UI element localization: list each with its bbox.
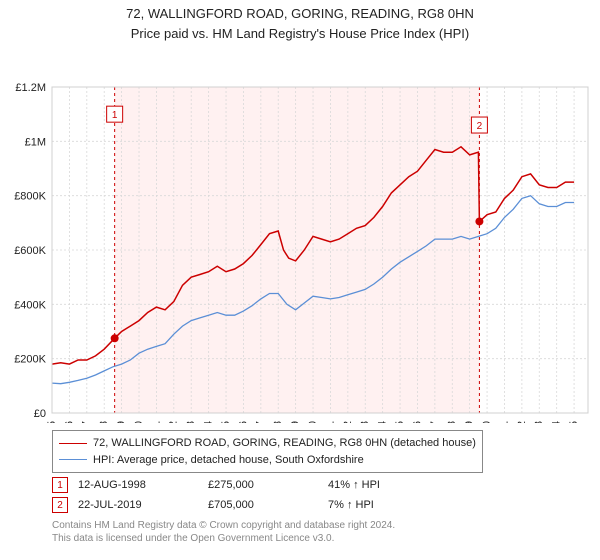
- svg-text:2025: 2025: [568, 421, 580, 423]
- footer-text: Contains HM Land Registry data © Crown c…: [52, 519, 588, 545]
- legend-swatch: [59, 443, 87, 444]
- svg-text:2018: 2018: [446, 421, 458, 423]
- event-price: £275,000: [208, 479, 328, 491]
- svg-text:2014: 2014: [377, 421, 389, 423]
- svg-text:1998: 1998: [98, 421, 110, 423]
- svg-text:2015: 2015: [394, 421, 406, 423]
- svg-text:2012: 2012: [342, 421, 354, 423]
- event-delta: 41% ↑ HPI: [328, 479, 380, 491]
- svg-text:£600K: £600K: [14, 245, 46, 257]
- svg-text:2021: 2021: [498, 421, 510, 423]
- svg-text:2002: 2002: [168, 421, 180, 423]
- footer-line: This data is licensed under the Open Gov…: [52, 532, 588, 545]
- event-marker-icon: 2: [52, 497, 68, 513]
- svg-text:2000: 2000: [133, 421, 145, 423]
- event-date: 12-AUG-1998: [78, 479, 208, 491]
- svg-text:2017: 2017: [429, 421, 441, 423]
- svg-text:£1.2M: £1.2M: [15, 82, 46, 94]
- svg-text:2001: 2001: [150, 421, 162, 423]
- events-block: 1 12-AUG-1998£275,00041% ↑ HPI 2 22-JUL-201…: [52, 477, 588, 513]
- svg-text:2024: 2024: [551, 421, 563, 423]
- legend-item-property: 72, WALLINGFORD ROAD, GORING, READING, R…: [59, 435, 476, 452]
- event-row: 2 22-JUL-2019£705,0007% ↑ HPI: [52, 497, 588, 513]
- legend-label: HPI: Average price, detached house, Sout…: [93, 452, 364, 469]
- svg-text:1996: 1996: [63, 421, 75, 423]
- legend-swatch: [59, 459, 87, 460]
- svg-text:£400K: £400K: [14, 299, 46, 311]
- svg-text:£200K: £200K: [14, 354, 46, 366]
- svg-text:2009: 2009: [290, 421, 302, 423]
- svg-text:£800K: £800K: [14, 191, 46, 203]
- legend-box: 72, WALLINGFORD ROAD, GORING, READING, R…: [52, 430, 483, 473]
- event-marker-icon: 1: [52, 477, 68, 493]
- svg-text:2004: 2004: [203, 421, 215, 423]
- svg-text:2020: 2020: [481, 421, 493, 423]
- svg-text:2007: 2007: [255, 421, 267, 423]
- title-block: 72, WALLINGFORD ROAD, GORING, READING, R…: [0, 0, 600, 43]
- svg-text:1997: 1997: [81, 421, 93, 423]
- svg-text:1999: 1999: [116, 421, 128, 423]
- chart-plot: £0 £200K £400K £600K £800K £1M £1.2M 1995 1996 19…: [0, 43, 600, 423]
- svg-text:2006: 2006: [237, 421, 249, 423]
- svg-text:2010: 2010: [307, 421, 319, 423]
- title-address: 72, WALLINGFORD ROAD, GORING, READING, R…: [0, 4, 600, 24]
- footer-line: Contains HM Land Registry data © Crown c…: [52, 519, 588, 532]
- event-price: £705,000: [208, 499, 328, 511]
- svg-text:2023: 2023: [533, 421, 545, 423]
- chart-container: 72, WALLINGFORD ROAD, GORING, READING, R…: [0, 0, 600, 560]
- svg-text:1995: 1995: [46, 421, 58, 423]
- svg-text:2013: 2013: [359, 421, 371, 423]
- svg-text:£1M: £1M: [25, 136, 46, 148]
- svg-text:2003: 2003: [185, 421, 197, 423]
- legend-item-hpi: HPI: Average price, detached house, Sout…: [59, 452, 476, 469]
- svg-text:£0: £0: [34, 408, 46, 420]
- event-date: 22-JUL-2019: [78, 499, 208, 511]
- legend-label: 72, WALLINGFORD ROAD, GORING, READING, R…: [93, 435, 476, 452]
- svg-text:1: 1: [112, 110, 118, 121]
- svg-text:2022: 2022: [516, 421, 528, 423]
- legend-and-events: 72, WALLINGFORD ROAD, GORING, READING, R…: [52, 430, 588, 545]
- event-row: 1 12-AUG-1998£275,00041% ↑ HPI: [52, 477, 588, 493]
- title-subtitle: Price paid vs. HM Land Registry's House …: [0, 24, 600, 44]
- svg-text:2019: 2019: [464, 421, 476, 423]
- svg-text:2016: 2016: [411, 421, 423, 423]
- event-delta: 7% ↑ HPI: [328, 499, 374, 511]
- svg-text:2005: 2005: [220, 421, 232, 423]
- svg-text:2011: 2011: [324, 421, 336, 423]
- svg-text:2008: 2008: [272, 421, 284, 423]
- svg-text:2: 2: [477, 121, 483, 132]
